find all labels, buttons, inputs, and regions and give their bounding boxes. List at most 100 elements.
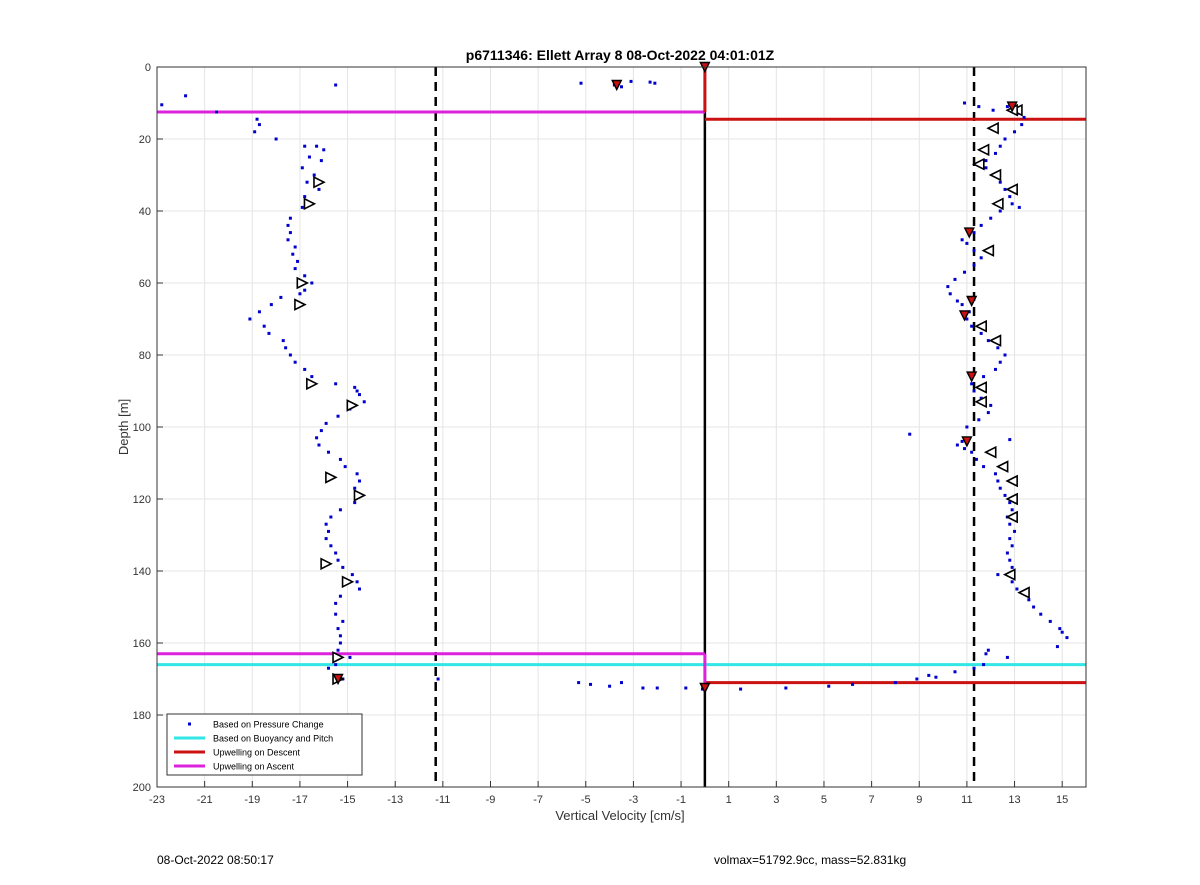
pressure-change-point [336,414,340,418]
pressure-change-point [253,130,257,134]
pressure-change-point [436,677,440,681]
pressure-change-point [257,310,261,314]
pressure-change-point [303,195,307,199]
pressure-change-point [291,252,295,256]
pressure-change-point [972,666,976,670]
pressure-change-point [303,288,307,292]
pressure-change-point [1060,630,1064,634]
pressure-change-point [965,241,969,245]
triangle-left-marker [1017,586,1030,599]
pressure-change-point [629,79,633,83]
pressure-change-point [977,418,981,422]
pressure-change-point [1055,645,1059,649]
triangle-right-marker [325,471,338,484]
pressure-change-point [1003,187,1007,191]
x-tick-label: -21 [197,794,213,806]
pressure-change-point [215,110,219,114]
pressure-change-point [589,682,593,686]
triangle-left-marker [981,244,995,257]
pressure-change-point [970,450,974,454]
pressure-change-point [324,537,328,541]
pressure-change-point [281,339,285,343]
pressure-change-point [286,238,290,242]
pressure-change-point [269,303,273,307]
pressure-change-point [996,479,1000,483]
pressure-change-point [1017,205,1021,209]
pressure-change-point [338,634,342,638]
pressure-change-point [334,83,338,87]
pressure-change-point [355,389,359,393]
y-tick-label: 100 [133,422,151,434]
pressure-change-point [984,652,988,656]
pressure-change-point [915,677,919,681]
pressure-change-point [986,648,990,652]
x-axis-label: Vertical Velocity [cm/s] [555,808,684,823]
pressure-change-point [329,515,333,519]
triangle-left-marker [1005,510,1018,524]
triangle-right-marker [303,197,317,211]
triangle-right-marker [353,489,367,502]
pressure-change-point [338,594,342,598]
x-tick-label: -5 [581,794,591,806]
x-tick-label: 3 [773,794,779,806]
pressure-change-point [334,663,338,667]
pressure-change-point [257,123,261,127]
pressure-change-point [1008,501,1012,505]
pressure-change-point [851,682,855,686]
pressure-change-point [1039,612,1043,616]
pressure-change-point [160,103,164,107]
pressure-change-point [934,675,938,679]
pressure-change-point [262,324,266,328]
triangle-left-marker [1005,474,1018,488]
pressure-change-point [979,256,983,260]
pressure-change-point [979,223,983,227]
pressure-change-point [979,396,983,400]
pressure-change-point [341,619,345,623]
pressure-change-point [965,425,969,429]
triangle-right-marker [294,298,307,311]
triangle-left-marker [1002,568,1016,581]
pressure-change-point [1008,438,1012,442]
pressure-change-point [310,375,314,379]
pressure-change-point [579,81,583,85]
pressure-change-point [955,443,959,447]
pressure-change-point [357,587,361,591]
pressure-change-point [353,486,357,490]
pressure-change-point [327,529,331,533]
pressure-change-point [317,443,321,447]
x-tick-label: 9 [916,794,922,806]
pressure-change-point [970,382,974,386]
legend-label: Upwelling on Ascent [213,762,295,772]
pressure-change-point [608,684,612,688]
pressure-change-point [989,216,993,220]
pressure-change-point [288,231,292,235]
y-tick-label: 200 [133,782,151,794]
pressure-change-point [963,270,967,274]
x-tick-label: 15 [1056,794,1068,806]
pressure-change-point [319,429,323,433]
pressure-change-point [963,101,967,105]
pressure-change-point [655,686,659,690]
pressure-change-point [1008,558,1012,562]
pressure-change-point [288,353,292,357]
pressure-change-point [984,166,988,170]
pressure-change-point [827,684,831,688]
pressure-change-point [989,403,993,407]
x-tick-label: -1 [676,794,686,806]
triangle-left-marker [1005,183,1018,196]
y-tick-label: 60 [139,278,151,290]
pressure-change-point [327,666,331,670]
pressure-change-point [334,382,338,386]
pressure-change-point [977,105,981,109]
pressure-change-point [1065,636,1069,640]
triangle-right-marker [332,651,345,664]
x-tick-label: -3 [629,794,639,806]
pressure-change-point [991,108,995,112]
pressure-change-point [982,663,986,667]
triangle-left-marker [983,445,997,459]
pressure-change-point [927,673,931,677]
pressure-change-point [184,94,188,98]
triangle-left-marker [1005,492,1018,506]
pressure-change-point [893,681,897,685]
